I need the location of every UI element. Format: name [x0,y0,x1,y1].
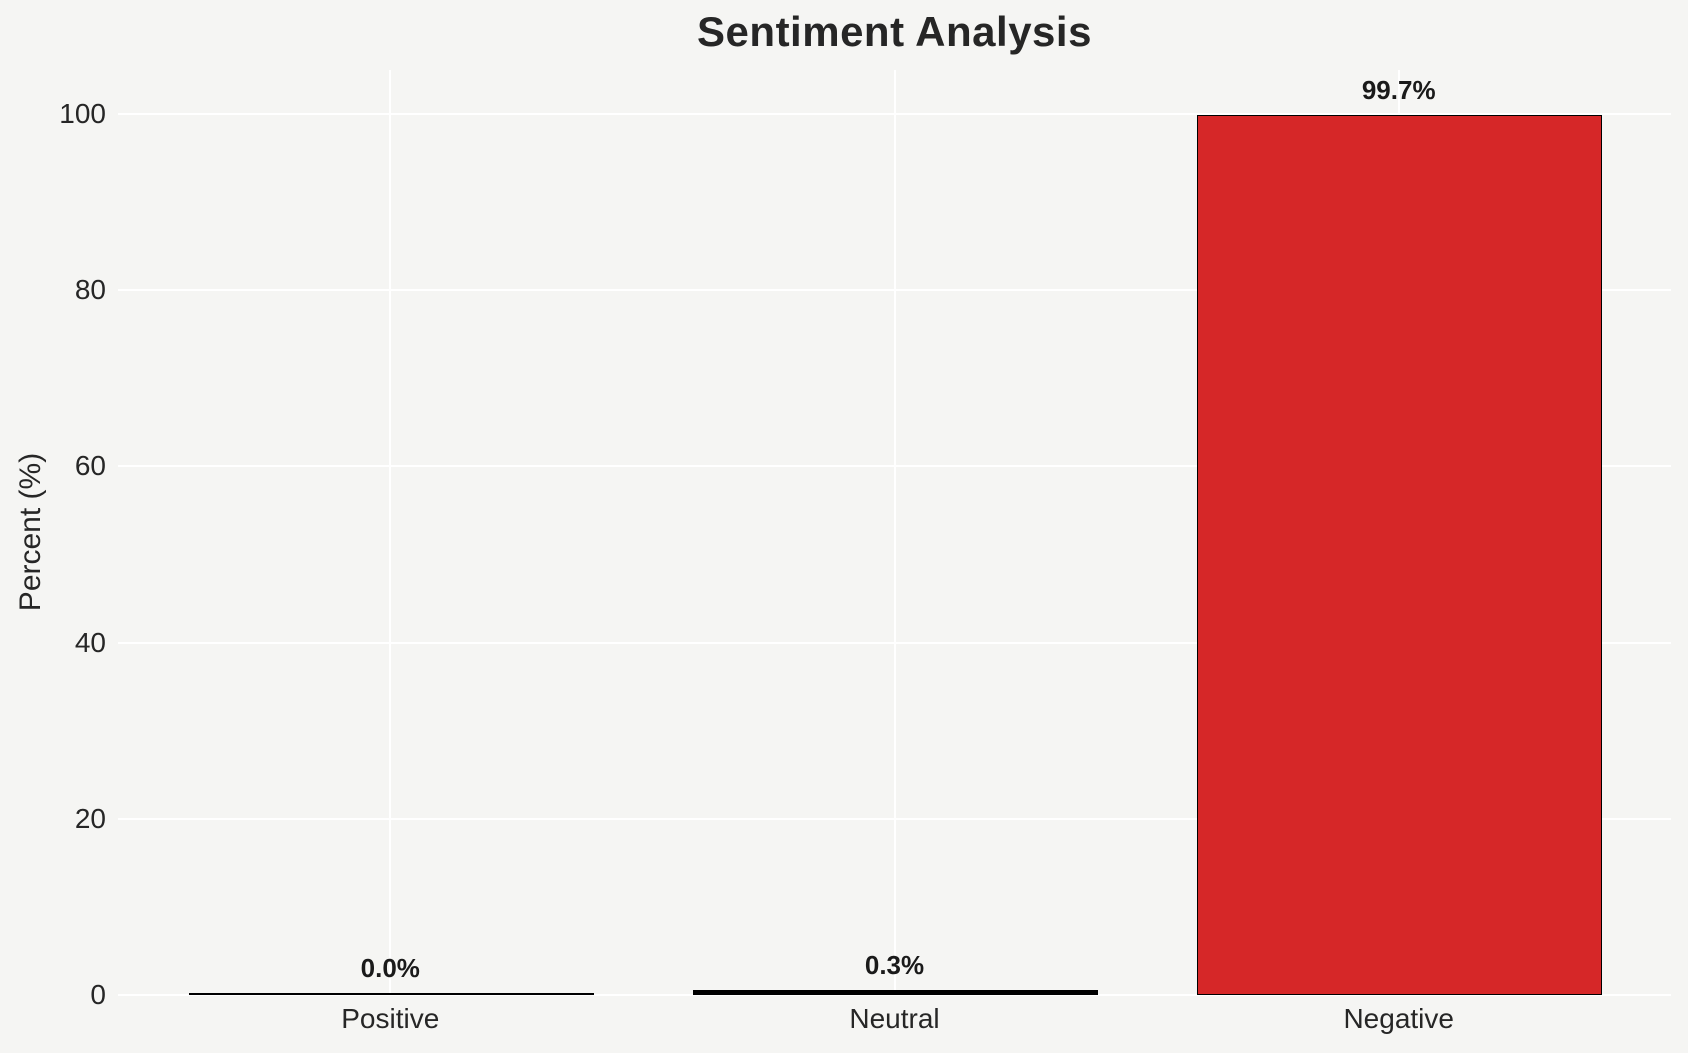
x-tick-label-neutral: Neutral [849,1003,940,1034]
value-label-neutral: 0.3% [864,950,925,981]
y-tick-label-100: 100 [59,98,106,130]
bar-negative [1197,114,1603,995]
v-gridline-positive [389,70,392,995]
bar-positive [188,993,594,995]
chart-title: Sentiment Analysis [697,8,1092,55]
h-gridline-0 [118,994,1671,996]
bar-neutral [692,990,1099,995]
plot-area: 0.0% 0.3% 99.7% [118,70,1671,996]
y-tick-label-0: 0 [90,979,106,1010]
y-tick-label-80: 80 [74,274,106,306]
y-tick-label-40: 40 [74,626,106,658]
y-tick-label-20: 20 [74,802,106,834]
v-gridline-neutral [893,70,896,995]
y-tick-label-60: 60 [74,450,106,482]
value-label-positive: 0.0% [360,953,420,983]
x-tick-label-negative: Negative [1343,1003,1454,1034]
x-tick-label-positive: Positive [341,1003,440,1034]
value-label-negative: 99.7% [1361,74,1436,105]
